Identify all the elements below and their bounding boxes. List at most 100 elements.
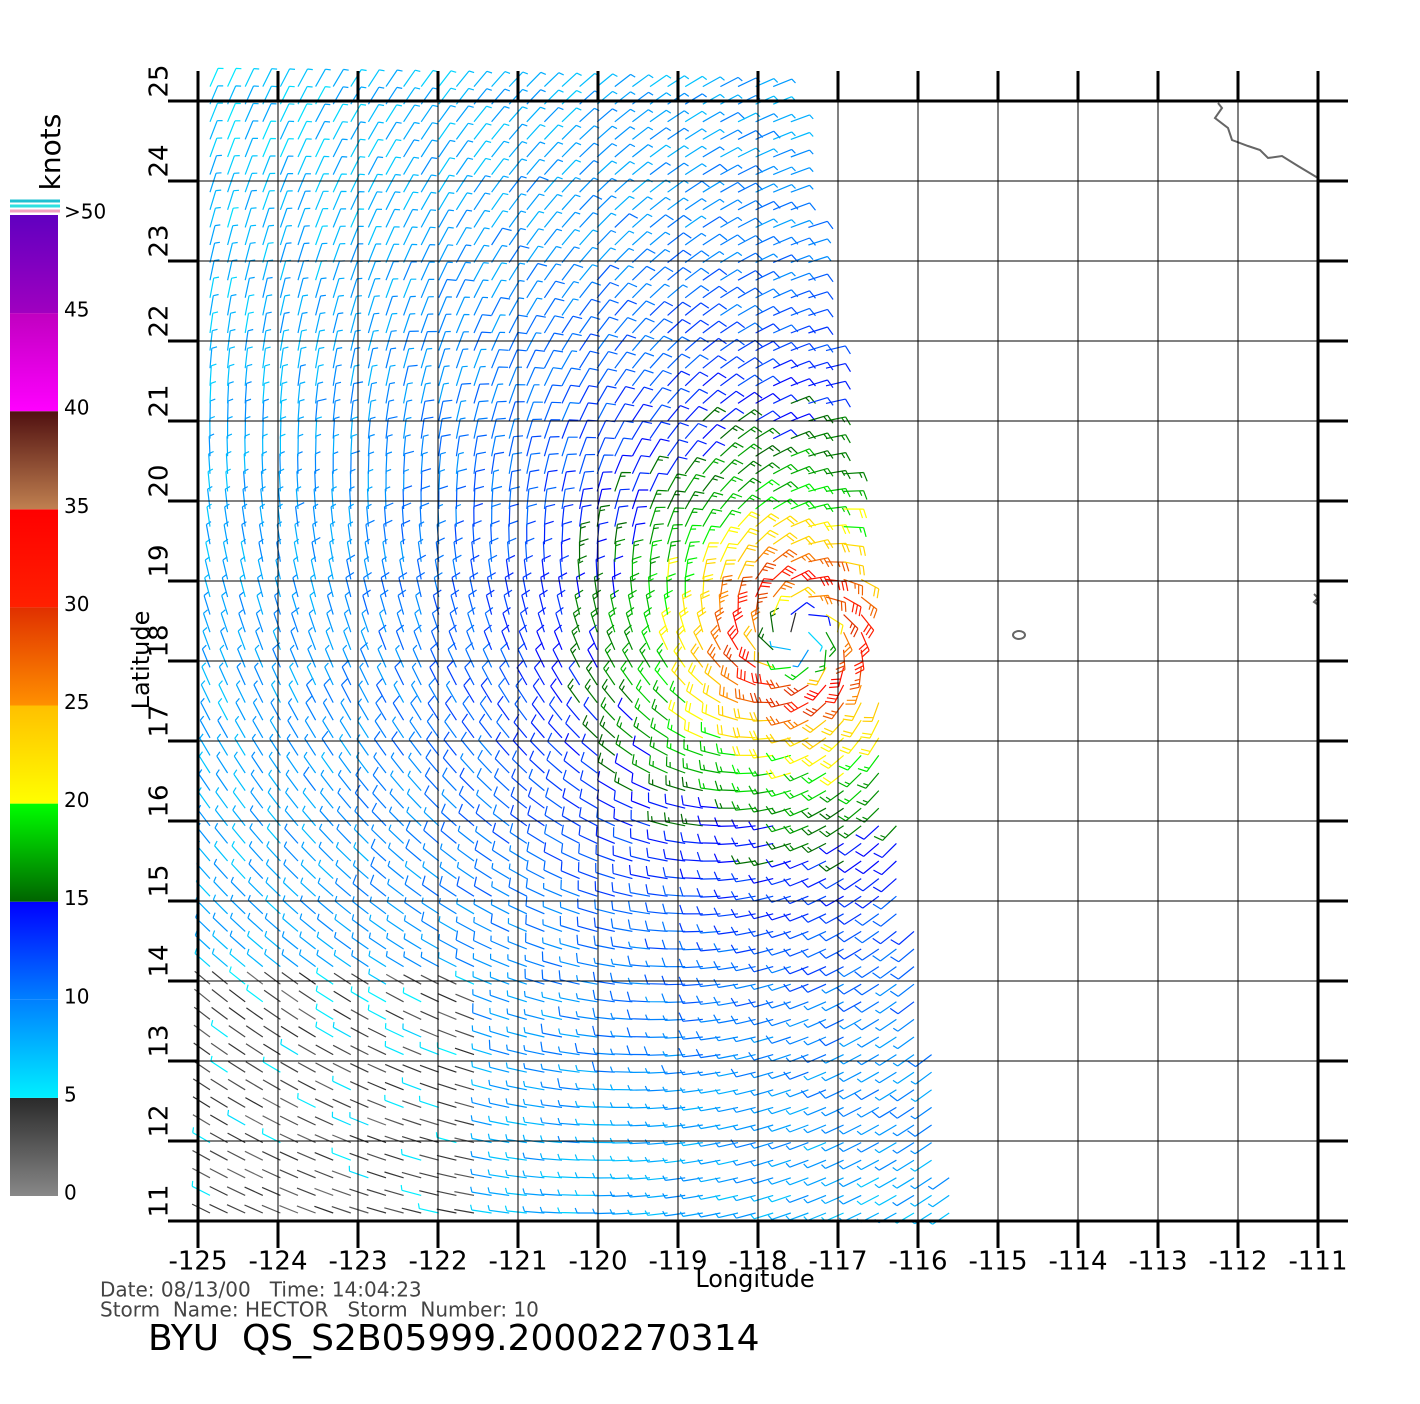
wind-barb bbox=[452, 554, 462, 580]
wind-barb bbox=[632, 196, 653, 211]
wind-barb bbox=[684, 405, 708, 422]
wind-barb bbox=[251, 751, 264, 774]
wind-barb bbox=[232, 805, 246, 827]
wind-barb bbox=[649, 369, 672, 387]
wind-barb bbox=[561, 402, 580, 422]
wind-barb bbox=[821, 1071, 844, 1082]
wind-barb bbox=[769, 640, 791, 651]
wind-barb bbox=[262, 416, 269, 439]
wind-barb bbox=[507, 972, 527, 985]
wind-barb bbox=[350, 260, 363, 281]
wind-barb bbox=[491, 451, 505, 474]
wind-barb bbox=[628, 864, 651, 880]
wind-barb bbox=[207, 468, 214, 492]
wind-barb bbox=[737, 560, 756, 580]
wind-barb bbox=[367, 1063, 387, 1073]
wind-barb bbox=[491, 863, 510, 880]
wind-barb bbox=[614, 265, 634, 281]
wind-barb bbox=[417, 1203, 439, 1214]
wind-barb bbox=[385, 121, 402, 140]
wind-barb bbox=[821, 1001, 844, 1012]
wind-barb bbox=[543, 193, 563, 211]
wind-barb bbox=[611, 900, 633, 915]
wind-barb bbox=[209, 102, 223, 123]
wind-barb bbox=[610, 1012, 633, 1020]
wind-barb bbox=[559, 938, 580, 950]
wind-barb bbox=[837, 842, 862, 856]
island bbox=[1012, 630, 1026, 640]
wind-barb bbox=[785, 1036, 809, 1045]
wind-barb bbox=[684, 557, 698, 580]
wind-barb bbox=[279, 1169, 299, 1179]
wind-barb bbox=[667, 540, 681, 562]
wind-barb bbox=[875, 1018, 897, 1031]
wind-barb bbox=[860, 614, 875, 639]
wind-barb bbox=[748, 748, 774, 759]
wind-barb bbox=[630, 791, 651, 809]
wind-barb bbox=[352, 896, 369, 915]
wind-barb bbox=[289, 644, 299, 668]
wind-barb bbox=[545, 787, 563, 809]
wind-barb bbox=[755, 562, 777, 580]
wind-barb bbox=[843, 508, 868, 519]
wind-barb bbox=[281, 931, 299, 950]
wind-barb bbox=[227, 241, 238, 263]
wind-barb bbox=[227, 207, 239, 228]
wind-barb bbox=[228, 1043, 246, 1056]
wind-barb bbox=[803, 1177, 827, 1186]
wind-barb bbox=[614, 299, 637, 316]
wind-barb bbox=[719, 526, 741, 545]
colorbar-band bbox=[10, 215, 58, 314]
wind-barb bbox=[649, 556, 660, 580]
wind-barb bbox=[526, 384, 540, 404]
wind-barb bbox=[286, 733, 299, 756]
wind-barb bbox=[808, 326, 834, 336]
wind-barb bbox=[543, 297, 565, 316]
wind-barb bbox=[732, 746, 756, 756]
wind-barb bbox=[838, 772, 862, 788]
wind-barb bbox=[596, 333, 619, 351]
wind-barb bbox=[245, 1025, 264, 1038]
wind-barb bbox=[297, 294, 309, 316]
wind-barb bbox=[825, 596, 847, 612]
wind-barb bbox=[765, 858, 791, 868]
wind-barb bbox=[297, 120, 313, 140]
wind-barb bbox=[315, 190, 329, 211]
wind-barb bbox=[702, 558, 717, 580]
wind-barb bbox=[767, 1106, 791, 1115]
wind-barb bbox=[243, 468, 249, 492]
wind-barb bbox=[367, 278, 381, 298]
wind-barb bbox=[420, 122, 438, 140]
wind-barb bbox=[209, 293, 219, 316]
wind-barb bbox=[800, 878, 827, 888]
wind-barb bbox=[384, 1135, 404, 1144]
wind-barb bbox=[526, 841, 545, 862]
wind-barb bbox=[306, 662, 317, 686]
wind-barb bbox=[772, 78, 796, 88]
wind-barb bbox=[487, 1169, 510, 1179]
wind-barb bbox=[320, 769, 334, 791]
wind-barb bbox=[205, 521, 212, 545]
wind-barb bbox=[455, 382, 472, 404]
wind-barb bbox=[574, 1118, 598, 1126]
wind-barb bbox=[750, 1036, 774, 1043]
wind-barb bbox=[594, 881, 615, 897]
wind-barb bbox=[783, 983, 809, 992]
wind-barb bbox=[279, 259, 292, 281]
wind-barb bbox=[455, 434, 469, 457]
wind-barb bbox=[422, 843, 440, 862]
wind-barb bbox=[714, 1194, 739, 1201]
wind-barb bbox=[579, 788, 598, 809]
wind-barb bbox=[543, 228, 563, 246]
wind-barb bbox=[491, 192, 509, 211]
wind-barb bbox=[221, 591, 229, 615]
wind-barb bbox=[396, 609, 405, 633]
wind-barb bbox=[684, 285, 710, 299]
wind-barb bbox=[295, 502, 305, 527]
wind-barb bbox=[244, 381, 252, 404]
wind-barb bbox=[748, 945, 774, 955]
wind-barb bbox=[649, 162, 671, 176]
wind-barb bbox=[541, 1009, 563, 1020]
wind-barb bbox=[750, 1089, 774, 1096]
wind-barb bbox=[643, 607, 653, 633]
